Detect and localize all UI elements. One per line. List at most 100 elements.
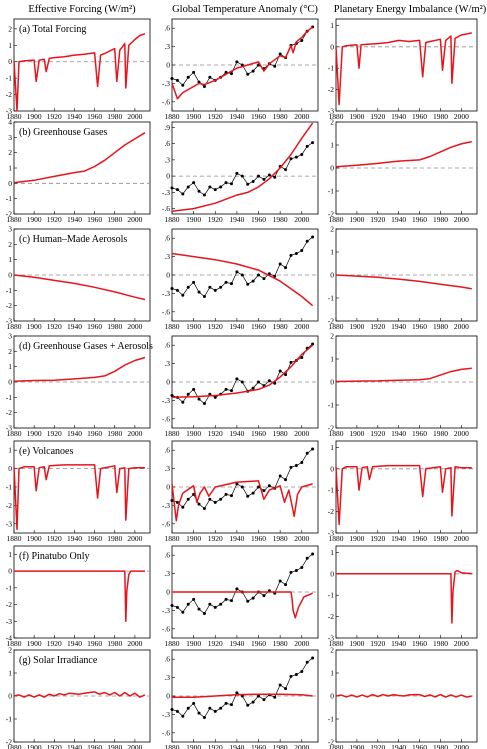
x-tick-label: 1960: [87, 322, 102, 331]
observed-temperature-point: [262, 594, 266, 598]
x-tick-label: 1940: [67, 639, 82, 648]
observed-temperature-point: [300, 460, 304, 464]
x-tick-label: 1980: [273, 112, 288, 121]
observed-temperature-point: [311, 141, 315, 145]
observed-temperature-point: [192, 701, 196, 705]
observed-temperature-point: [192, 181, 196, 185]
observed-temperature-line: [171, 26, 313, 88]
observed-temperature-point: [175, 188, 179, 192]
x-tick-label: 1960: [251, 429, 266, 438]
y-tick-label: 0: [166, 271, 170, 280]
observed-temperature-point: [197, 290, 201, 294]
x-tick-label: 1920: [47, 429, 62, 438]
imbalance-model-line: [335, 367, 472, 383]
observed-temperature-point: [208, 706, 212, 710]
y-tick-label: -1: [6, 74, 12, 83]
panel-4-imbalance: -2 -1 0 1 2 1880 1900 1920 1940 1960 1980 2000: [328, 332, 478, 438]
y-tick-label: -2: [328, 507, 334, 516]
y-tick-label: 1: [8, 255, 12, 264]
observed-temperature-point: [224, 181, 228, 185]
x-tick-label: 2000: [127, 112, 142, 121]
y-tick-label: -3: [328, 107, 334, 116]
y-tick-label: -2: [328, 85, 334, 94]
panel-label: (a) Total Forcing: [19, 24, 86, 35]
y-tick-label: .6: [164, 655, 170, 664]
observed-temperature-point: [257, 174, 261, 178]
x-tick-label: 1880: [329, 743, 344, 749]
x-tick-label: 1960: [87, 743, 102, 749]
y-tick-label: 1: [330, 548, 334, 557]
observed-temperature-point: [311, 656, 315, 660]
x-tick-label: 1940: [67, 429, 82, 438]
y-tick-label: 1: [330, 355, 334, 364]
x-tick-label: 1940: [391, 534, 406, 543]
observed-temperature-point: [224, 280, 228, 284]
y-tick-label: 1: [330, 141, 334, 150]
y-tick-label: .6: [164, 234, 170, 243]
x-tick-label: 1920: [47, 639, 62, 648]
x-tick-label: 1960: [251, 534, 266, 543]
observed-temperature-point: [192, 70, 196, 74]
y-tick-label: 0: [330, 271, 334, 280]
y-tick-label: 0: [8, 692, 12, 701]
x-tick-label: 2000: [454, 112, 469, 121]
y-tick-label: -2: [328, 210, 334, 219]
x-tick-label: 1980: [273, 429, 288, 438]
observed-temperature-point: [305, 556, 309, 560]
observed-temperature-point: [213, 188, 217, 192]
observed-temperature-point: [202, 193, 206, 197]
observed-temperature-point: [294, 673, 298, 677]
y-tick-label: 2: [8, 148, 12, 157]
observed-temperature-point: [284, 266, 288, 270]
x-tick-label: 1960: [87, 112, 102, 121]
y-tick-label: -3: [6, 617, 12, 626]
temperature-model-line: [172, 591, 313, 619]
x-tick-label: 1880: [7, 322, 22, 331]
observed-temperature-point: [224, 387, 228, 391]
y-tick-label: -.6: [162, 414, 170, 423]
y-tick-label: .3: [164, 464, 170, 473]
x-tick-label: 1880: [329, 534, 344, 543]
y-tick-label: 1: [330, 21, 334, 30]
x-tick-label: 1980: [107, 429, 122, 438]
x-tick-label: 1900: [349, 112, 364, 121]
y-tick-label: 0: [330, 569, 334, 578]
panel-label: (e) Volcanoes: [19, 446, 73, 457]
x-tick-label: 1900: [349, 322, 364, 331]
observed-temperature-point: [257, 694, 261, 698]
observed-temperature-point: [170, 498, 174, 502]
x-tick-label: 1940: [391, 743, 406, 749]
observed-temperature-point: [175, 78, 179, 82]
x-tick-label: 1940: [391, 429, 406, 438]
y-tick-label: 2: [8, 24, 12, 33]
x-tick-label: 1880: [165, 534, 180, 543]
observed-temperature-point: [208, 185, 212, 189]
y-tick-label: 0: [166, 378, 170, 387]
observed-temperature-point: [235, 171, 239, 175]
x-tick-label: 1980: [107, 639, 122, 648]
axes-frame: [335, 440, 478, 534]
x-tick-label: 1920: [208, 639, 223, 648]
observed-temperature-point: [208, 75, 212, 79]
observed-temperature-point: [251, 700, 255, 704]
y-tick-label: .6: [164, 446, 170, 455]
observed-temperature-point: [284, 373, 288, 377]
observed-temperature-point: [175, 500, 179, 504]
x-tick-label: 1900: [349, 215, 364, 224]
y-tick-label: 2: [330, 332, 334, 341]
observed-temperature-point: [257, 485, 261, 489]
y-tick-label: .9: [164, 123, 170, 132]
y-tick-label: -.3: [162, 710, 170, 719]
panel-3-temperature: -.6 -.3 0 .3 .6 1880 1900 1920 1940 1960 1980 2000: [162, 228, 319, 331]
x-tick-label: 1900: [27, 429, 42, 438]
x-tick-label: 1940: [67, 322, 82, 331]
y-tick-label: -2: [328, 612, 334, 621]
observed-temperature-point: [219, 602, 223, 606]
observed-temperature-point: [311, 447, 315, 451]
x-tick-label: 2000: [294, 322, 309, 331]
x-tick-label: 1980: [433, 322, 448, 331]
x-tick-label: 1880: [165, 112, 180, 121]
panel-5-forcing: -3 -2 -1 0 1 1880 1900 1920 1940 1960 1980 2000 (e) …: [6, 440, 151, 543]
